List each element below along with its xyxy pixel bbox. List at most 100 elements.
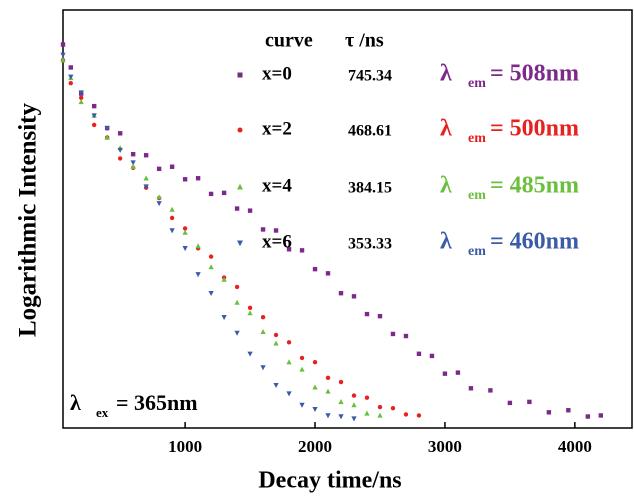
data-point <box>260 365 266 371</box>
data-point <box>364 410 370 416</box>
legend-label: x=0 <box>262 63 292 84</box>
data-point <box>68 65 73 70</box>
x-axis-label: Decay time/ns <box>258 468 401 494</box>
legend-emission: em <box>468 188 486 203</box>
data-point <box>351 416 357 422</box>
data-point <box>377 313 383 319</box>
plot-frame <box>62 9 633 429</box>
data-point <box>117 147 123 153</box>
data-point <box>260 329 266 335</box>
data-point <box>325 375 331 381</box>
data-point <box>527 399 532 405</box>
data-point <box>195 243 201 249</box>
legend-marker <box>237 240 243 247</box>
data-point <box>78 95 84 100</box>
legend-tau: 468.61 <box>348 123 392 140</box>
legend-emission: λ <box>440 116 452 142</box>
data-point <box>68 74 74 80</box>
legend-emission: λ <box>440 173 452 199</box>
annotation: λ <box>70 390 81 415</box>
data-point <box>286 247 292 252</box>
data-point <box>299 366 305 372</box>
data-point <box>130 160 136 166</box>
data-point <box>416 413 422 418</box>
legend-emission: = 508nm <box>490 61 579 87</box>
data-point <box>208 191 214 197</box>
legend-marker <box>237 183 243 190</box>
data-point <box>390 331 396 337</box>
data-point <box>60 57 66 63</box>
data-point <box>169 215 175 221</box>
data-point <box>182 177 188 182</box>
data-point <box>247 208 253 213</box>
data-point <box>468 386 474 391</box>
data-point <box>312 406 318 413</box>
data-point <box>169 206 175 212</box>
data-point <box>221 276 227 282</box>
data-point <box>273 340 279 346</box>
data-point <box>338 379 344 385</box>
data-point <box>169 228 175 234</box>
x-tick-label: 1000 <box>168 437 202 456</box>
data-point <box>338 414 344 420</box>
data-point <box>351 294 357 299</box>
data-point <box>286 391 292 397</box>
data-point <box>104 125 110 131</box>
legend-marker <box>237 127 243 133</box>
data-point <box>104 134 110 140</box>
data-point <box>60 42 66 47</box>
legend-emission: λ <box>440 61 452 87</box>
data-point <box>351 402 357 408</box>
data-point <box>273 332 279 338</box>
data-point <box>60 52 66 58</box>
data-point <box>130 152 136 157</box>
data-point <box>260 315 266 320</box>
data-point <box>91 122 97 128</box>
data-point <box>566 408 571 413</box>
data-point <box>156 166 162 172</box>
data-point <box>403 412 409 417</box>
data-point <box>234 330 240 336</box>
data-point <box>390 405 396 411</box>
data-point <box>286 359 292 365</box>
data-point <box>156 194 162 200</box>
data-point <box>143 153 149 158</box>
legend-tau: 384.15 <box>348 180 392 197</box>
data-point <box>208 254 214 259</box>
data-point <box>234 299 240 305</box>
legend-marker <box>237 72 243 78</box>
data-point <box>143 175 149 181</box>
data-point <box>377 404 383 410</box>
annotation: ex <box>96 405 109 420</box>
legend-emission: = 500nm <box>490 116 579 142</box>
data-point <box>182 226 188 231</box>
legend-label: x=2 <box>262 118 292 139</box>
data-point <box>598 413 604 418</box>
data-point <box>169 164 175 169</box>
x-tick-label: 2000 <box>298 437 332 456</box>
data-point <box>68 80 73 86</box>
data-point <box>338 399 344 405</box>
data-point <box>546 410 552 415</box>
data-point <box>351 393 357 398</box>
legend-emission: em <box>468 131 486 146</box>
annotation: = 365nm <box>116 390 198 415</box>
data-point <box>312 266 318 272</box>
data-point <box>299 402 305 408</box>
data-point <box>312 384 318 390</box>
data-point <box>455 370 461 375</box>
data-point <box>325 388 331 394</box>
data-point <box>247 310 253 316</box>
data-point <box>91 103 97 109</box>
legend-tau: 353.33 <box>348 236 392 253</box>
data-point <box>234 206 240 211</box>
data-point <box>156 201 162 207</box>
data-point <box>488 388 493 393</box>
data-point <box>286 340 292 345</box>
data-point <box>377 412 383 418</box>
data-point <box>507 400 513 406</box>
data-point <box>117 131 123 136</box>
data-point <box>273 228 279 233</box>
data-point <box>273 382 279 389</box>
